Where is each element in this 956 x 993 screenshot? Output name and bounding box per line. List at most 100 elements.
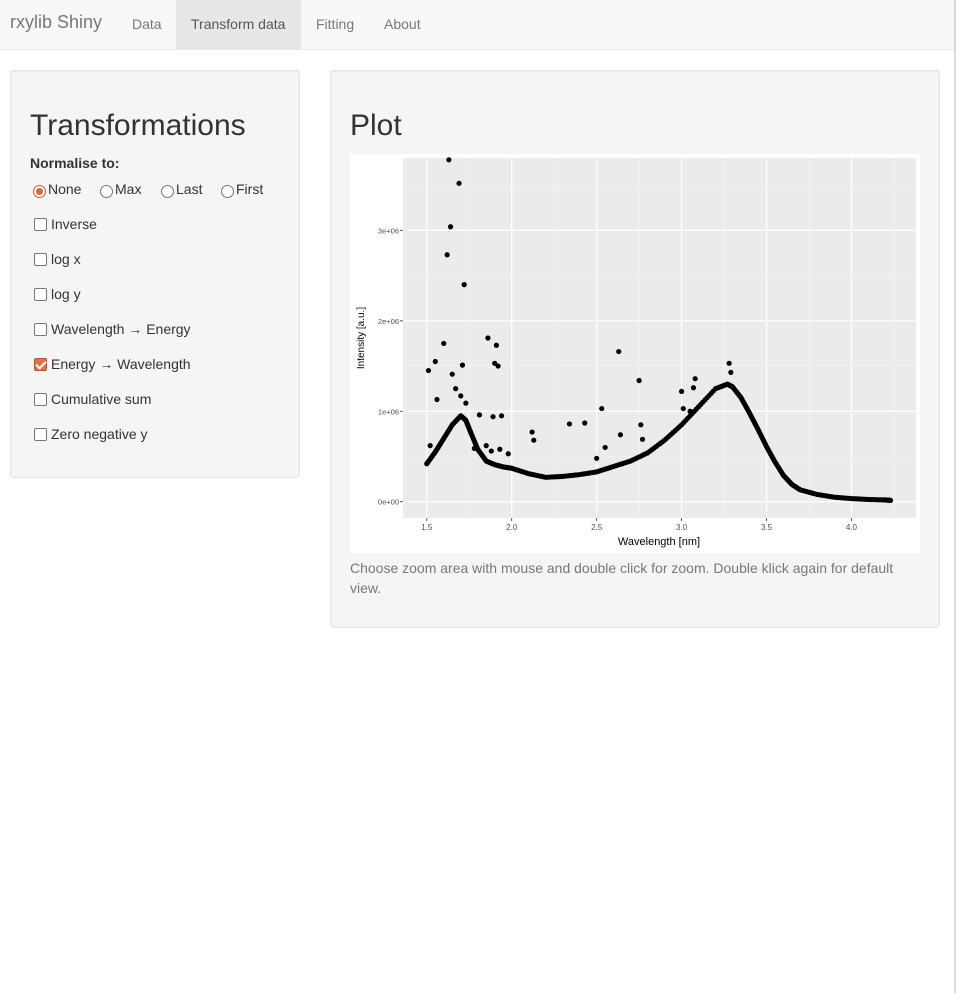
curve-points (424, 381, 894, 503)
sidebar-title: Transformations (30, 109, 246, 142)
checkbox-label: Inverse (51, 216, 97, 232)
radio-circle[interactable] (33, 184, 46, 198)
scatter-point (437, 441, 443, 447)
app-brand[interactable]: rxylib Shiny (10, 12, 103, 32)
checkbox-box[interactable] (34, 217, 47, 231)
scatter-point (497, 446, 503, 452)
scatter-point (529, 429, 535, 435)
scatter-point (678, 388, 685, 394)
scatter-point (432, 358, 438, 365)
radio-normalise-first[interactable]: First (221, 181, 264, 198)
x-tick-label: 1.5 (421, 523, 433, 532)
scatter-point (636, 377, 642, 384)
scatter-point (638, 422, 644, 428)
radio-label: Max (115, 181, 142, 197)
radio-circle[interactable] (221, 184, 234, 198)
y-tick-label: 1e+06 (378, 407, 399, 416)
checkbox-label: Energy → Wavelength (51, 356, 191, 372)
plot-panel-background (403, 158, 916, 518)
scatter-point (602, 444, 608, 451)
y-axis-label: Intensity [a.u.] (356, 307, 367, 369)
scatter-point (690, 385, 697, 391)
checkbox-inverse[interactable]: Inverse (34, 216, 97, 232)
checkbox-label: log y (51, 286, 81, 302)
scatter-point (449, 371, 455, 377)
checkbox-box[interactable] (34, 287, 47, 301)
plot-area[interactable]: 1.5 2.0 2.5 3.0 3.5 4.0 0e+00 1e+06 2e+06 3e+06 … (350, 154, 920, 553)
scatter-point (458, 393, 464, 399)
scatter-point (485, 335, 491, 341)
scatter-point (617, 432, 624, 438)
scatter-points (425, 157, 734, 461)
scatter-point (726, 360, 732, 366)
scatter-point (687, 408, 693, 414)
tab-data[interactable]: Data (132, 16, 162, 32)
scatter-point (490, 414, 496, 420)
scatter-point (680, 405, 686, 412)
radio-normalise-none[interactable]: None (33, 181, 82, 198)
top-navbar: rxylib Shiny Data Transform data Fitting… (0, 0, 956, 50)
scatter-point (444, 252, 450, 258)
radio-circle[interactable] (100, 184, 113, 198)
x-tick-label: 3.5 (761, 523, 773, 532)
scatter-point (616, 348, 622, 355)
checkbox-label: Zero negative y (51, 426, 148, 442)
checkbox-log-x[interactable]: log x (34, 251, 81, 267)
sidebar-panel: Transformations Normalise to: None Max L… (10, 70, 300, 478)
scatter-point (459, 362, 466, 368)
scatter-point (483, 443, 489, 449)
checkbox-log-y[interactable]: log y (34, 286, 81, 302)
scatter-plot[interactable]: 1.5 2.0 2.5 3.0 3.5 4.0 0e+001e+062e+063e+06 … (350, 154, 920, 553)
radio-label: Last (176, 181, 203, 197)
checkbox-box[interactable] (34, 427, 47, 441)
scatter-point (461, 282, 467, 288)
scatter-point (427, 443, 433, 449)
checkbox-box[interactable] (34, 392, 47, 406)
y-tick-label: 3e+06 (378, 226, 399, 235)
scatter-point (599, 405, 605, 412)
scatter-point (728, 369, 734, 375)
scatter-point (594, 455, 600, 461)
scatter-point (495, 363, 501, 369)
checkbox-box[interactable] (34, 252, 47, 266)
radio-normalise-last[interactable]: Last (161, 181, 203, 198)
y-tick-label: 0e+00 (378, 498, 399, 507)
tab-fitting[interactable]: Fitting (316, 16, 355, 32)
tab-about[interactable]: About (384, 16, 421, 32)
checkbox-energy-to-wavelength[interactable]: Energy → Wavelength (34, 356, 191, 372)
scatter-point (566, 421, 573, 427)
tab-transform-data[interactable]: Transform data (176, 0, 301, 49)
scatter-point (463, 400, 469, 406)
radio-normalise-max[interactable]: Max (100, 181, 142, 198)
checkbox-zero-negative-y[interactable]: Zero negative y (34, 426, 148, 442)
curve-point (887, 497, 894, 503)
checkbox-wavelength-to-energy[interactable]: Wavelength → Energy (34, 321, 191, 337)
scatter-point (471, 445, 477, 451)
scatter-point (434, 396, 440, 403)
x-axis-ticks: 1.5 2.0 2.5 3.0 3.5 4.0 (421, 518, 858, 532)
checkbox-label: Wavelength → Energy (51, 321, 191, 337)
scatter-point (505, 451, 511, 457)
x-tick-label: 2.5 (591, 523, 603, 532)
y-axis-ticks: 0e+00 1e+06 2e+06 3e+06 (378, 226, 403, 507)
radio-label: First (236, 181, 264, 197)
scatter-point (441, 340, 447, 347)
scatter-point (446, 157, 452, 163)
x-tick-label: 3.0 (676, 523, 688, 532)
x-axis-label: Wavelength [nm] (618, 536, 700, 548)
scatter-point (447, 224, 454, 230)
scatter-point (453, 386, 459, 392)
window-edge (954, 0, 956, 993)
scatter-point (639, 436, 646, 442)
checkbox-cumulative-sum[interactable]: Cumulative sum (34, 391, 151, 407)
scatter-point (476, 412, 483, 418)
plot-title: Plot (350, 109, 402, 142)
radio-label: None (48, 181, 82, 197)
scatter-point (425, 367, 432, 374)
scatter-point (692, 376, 698, 382)
checkbox-box[interactable] (34, 322, 47, 336)
scatter-point (498, 413, 505, 419)
radio-circle[interactable] (161, 184, 174, 198)
scatter-point (488, 448, 494, 454)
checkbox-box[interactable] (34, 357, 47, 371)
